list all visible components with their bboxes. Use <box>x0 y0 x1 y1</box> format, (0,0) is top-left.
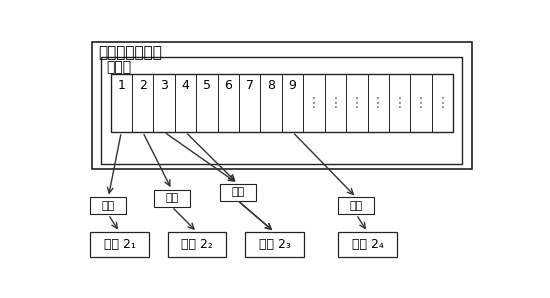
Text: 9: 9 <box>289 79 296 92</box>
Text: 标签 2₁: 标签 2₁ <box>103 238 135 251</box>
Text: 6: 6 <box>224 79 232 92</box>
Bar <box>338 232 397 257</box>
Bar <box>154 190 190 207</box>
Text: ⋮: ⋮ <box>328 96 342 110</box>
Text: 7: 7 <box>246 79 254 92</box>
Bar <box>111 74 453 132</box>
Text: 标签 2₂: 标签 2₂ <box>181 238 213 251</box>
Text: ⋮: ⋮ <box>393 96 406 110</box>
Text: 1: 1 <box>117 79 125 92</box>
Text: 调度: 调度 <box>102 201 115 211</box>
Text: 3: 3 <box>160 79 168 92</box>
Text: 8: 8 <box>267 79 275 92</box>
Text: 调度: 调度 <box>165 193 178 203</box>
Text: 5: 5 <box>203 79 211 92</box>
Bar <box>245 232 304 257</box>
Text: 标签 2₄: 标签 2₄ <box>351 238 383 251</box>
Text: 4: 4 <box>182 79 189 92</box>
Text: ⋮: ⋮ <box>371 96 385 110</box>
Text: 标签 2₃: 标签 2₃ <box>258 238 290 251</box>
Text: 时间片: 时间片 <box>106 60 131 74</box>
Bar <box>90 232 148 257</box>
Bar <box>168 232 226 257</box>
Bar <box>220 184 256 201</box>
Bar <box>90 198 126 214</box>
Text: ⋮: ⋮ <box>436 96 449 110</box>
Text: 调度: 调度 <box>350 201 363 211</box>
Bar <box>338 198 374 214</box>
Text: ⋮: ⋮ <box>414 96 428 110</box>
Text: ⋮: ⋮ <box>350 96 364 110</box>
Text: 无线射频传感器: 无线射频传感器 <box>98 45 162 60</box>
Text: ⋮: ⋮ <box>307 96 321 110</box>
Bar <box>101 57 463 164</box>
Text: 2: 2 <box>139 79 147 92</box>
Bar <box>92 42 472 169</box>
Text: 调度: 调度 <box>231 187 244 197</box>
